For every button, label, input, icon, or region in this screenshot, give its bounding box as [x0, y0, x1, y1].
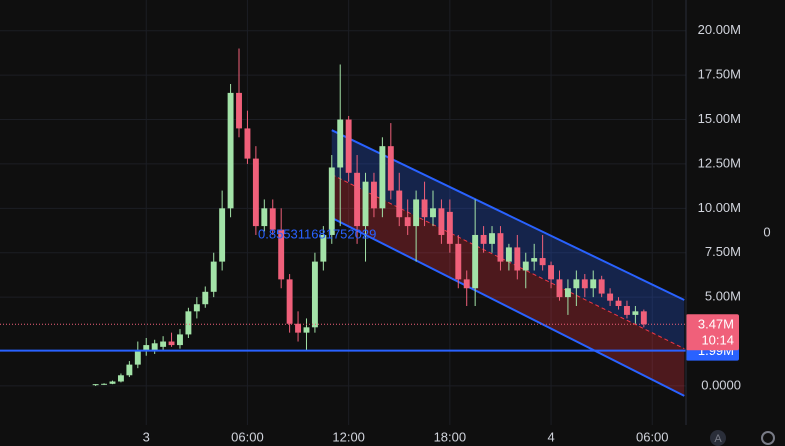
- candle-body: [455, 243, 462, 280]
- candle-body: [371, 181, 377, 209]
- x-tick-label: 06:00: [231, 429, 264, 444]
- candle-body: [261, 208, 268, 227]
- y-tick-label: 0.0000: [701, 377, 741, 392]
- y-tick-label: 12.50M: [698, 155, 741, 170]
- candle-body: [404, 217, 411, 227]
- candle-body: [463, 279, 470, 289]
- candle-body: [252, 158, 259, 227]
- candle-body: [489, 233, 495, 244]
- annotation: 0.855311681752029: [258, 226, 376, 241]
- candle-body: [581, 279, 588, 289]
- candle-body: [286, 279, 293, 324]
- candle-body: [236, 92, 242, 129]
- candle-body: [126, 364, 133, 376]
- candle-body: [607, 293, 614, 301]
- candle-body: [311, 261, 318, 328]
- candle-body: [143, 345, 150, 351]
- candle-body: [185, 311, 192, 335]
- x-tick-label: 06:00: [636, 429, 669, 444]
- candle-body: [202, 291, 209, 305]
- candle-body: [640, 311, 647, 325]
- candle-body: [168, 341, 175, 346]
- candle-body: [269, 208, 276, 230]
- candle-body: [598, 279, 605, 294]
- countdown-label: 10:14: [701, 333, 734, 348]
- candle-body: [413, 199, 420, 227]
- candle-body: [151, 343, 158, 351]
- x-tick-label: 3: [143, 429, 150, 444]
- x-tick-label: 4: [547, 429, 554, 444]
- candle-body: [177, 334, 183, 346]
- candle-body: [421, 199, 428, 218]
- candle-body: [548, 265, 555, 280]
- candle-body: [505, 247, 512, 262]
- candle-body: [219, 208, 226, 262]
- candle-body: [564, 288, 571, 298]
- candle-body: [632, 311, 639, 315]
- candle-body: [615, 300, 622, 307]
- candle-body: [328, 167, 335, 235]
- candle-body: [624, 306, 630, 315]
- y-tick-label: 15.00M: [698, 111, 741, 126]
- last-price-label: 3.47M: [698, 317, 734, 332]
- candle-body: [573, 279, 580, 289]
- side-value: 0: [763, 224, 770, 239]
- candle-body: [244, 128, 251, 159]
- candle-body: [354, 172, 361, 227]
- candle-body: [193, 304, 200, 312]
- y-tick-label: 5.00M: [705, 289, 741, 304]
- candle-body: [320, 234, 327, 262]
- candle-body: [345, 119, 352, 173]
- x-tick-label: 12:00: [332, 429, 365, 444]
- candle-body: [160, 341, 167, 347]
- auto-scale-button[interactable]: [710, 430, 726, 446]
- candle-body: [295, 323, 301, 333]
- candle-body: [531, 258, 538, 262]
- auto-scale-label[interactable]: A: [714, 433, 722, 445]
- candle-body: [303, 327, 310, 333]
- candle-body: [472, 234, 479, 289]
- candle-body: [117, 375, 124, 382]
- last-price-tag: [686, 314, 739, 351]
- candle-body: [362, 181, 369, 227]
- settings-icon[interactable]: [761, 431, 775, 445]
- candle-body: [227, 92, 234, 209]
- candle-body: [522, 261, 529, 271]
- candle-body: [446, 211, 453, 244]
- candle-body: [539, 258, 546, 266]
- candle-body: [134, 350, 141, 365]
- channel-lower-fill: [331, 174, 685, 396]
- y-tick-label: 10.00M: [698, 200, 741, 215]
- candle-body: [109, 381, 116, 384]
- candle-body: [438, 208, 445, 235]
- candle-body: [396, 190, 403, 218]
- y-tick-label: 20.00M: [698, 22, 741, 37]
- candle-body: [514, 247, 521, 271]
- candle-body: [556, 279, 563, 298]
- candle-body: [480, 234, 487, 244]
- candle-body: [379, 146, 386, 209]
- y-tick-label: 17.50M: [698, 67, 741, 82]
- candle-body: [337, 119, 344, 168]
- channel-line: [331, 217, 685, 397]
- candle-body: [590, 279, 597, 289]
- candle-body: [497, 233, 504, 262]
- y-tick-label: 7.50M: [705, 244, 741, 259]
- x-tick-label: 18:00: [434, 429, 467, 444]
- candle-body: [92, 384, 99, 386]
- candle-body: [387, 146, 394, 191]
- candle-body: [210, 261, 217, 292]
- candle-body: [101, 383, 108, 385]
- channel-upper-fill: [331, 130, 685, 349]
- candle-body: [430, 208, 436, 218]
- candle-body: [278, 229, 285, 280]
